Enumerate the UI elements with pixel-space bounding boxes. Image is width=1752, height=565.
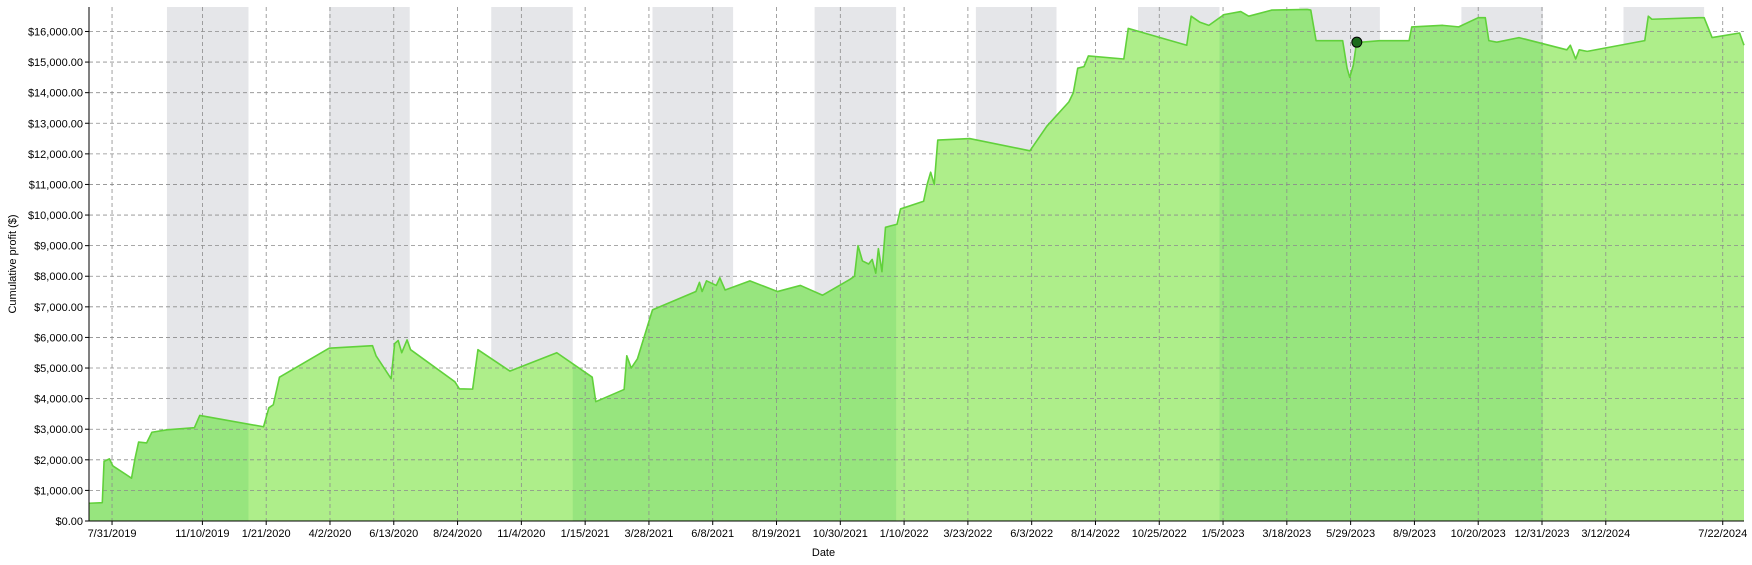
x-tick-label: 11/4/2020 [497, 528, 545, 540]
x-tick-label: 6/8/2021 [691, 528, 734, 540]
x-tick-label: 6/13/2020 [369, 528, 418, 540]
x-tick-label: 3/12/2024 [1581, 528, 1630, 540]
x-tick-label: 1/10/2022 [880, 528, 929, 540]
highlight-marker [1351, 36, 1363, 48]
x-tick-label: 3/18/2023 [1262, 528, 1311, 540]
x-tick-label: 1/21/2020 [242, 528, 291, 540]
x-tick-label: 11/10/2019 [175, 528, 229, 540]
x-tick-label: 1/15/2021 [561, 528, 610, 540]
y-tick-label: $7,000.00 [34, 302, 83, 314]
y-tick-label: $4,000.00 [34, 394, 83, 406]
x-tick-label: 7/22/2024 [1698, 528, 1747, 540]
x-tick-label: 4/2/2020 [309, 528, 352, 540]
x-tick-label: 8/24/2020 [433, 528, 482, 540]
y-tick-label: $1,000.00 [34, 485, 83, 497]
y-tick-label: $13,000.00 [28, 118, 83, 130]
y-tick-label: $15,000.00 [28, 57, 83, 69]
x-tick-label: 7/31/2019 [88, 528, 137, 540]
year-band [1219, 9, 1543, 521]
x-tick-label: 10/30/2021 [813, 528, 868, 540]
y-tick-label: $14,000.00 [28, 88, 83, 100]
x-tick-label: 8/14/2022 [1071, 528, 1120, 540]
y-tick-label: $10,000.00 [28, 210, 83, 222]
x-tick-labels: 7/31/2019 11/10/2019 1/21/2020 4/2/2020 6/13… [88, 528, 1748, 540]
y-axis-title: Cumulative profit ($) [7, 214, 19, 313]
x-tick-label: 8/9/2023 [1393, 528, 1436, 540]
x-tick-label: 3/23/2022 [943, 528, 992, 540]
x-tick-label: 5/29/2023 [1326, 528, 1375, 540]
y-tick-label: $6,000.00 [34, 332, 83, 344]
x-tick-label: 8/19/2021 [752, 528, 801, 540]
series-line-path [88, 8, 1745, 505]
y-tick-label: $12,000.00 [28, 149, 83, 161]
area-fill-base [89, 9, 1744, 521]
marker-layer [1351, 36, 1363, 48]
x-tick-label: 1/5/2023 [1202, 528, 1245, 540]
x-tick-label: 6/3/2022 [1010, 528, 1053, 540]
x-tick-label: 10/25/2022 [1132, 528, 1187, 540]
axes [85, 7, 1744, 525]
x-tick-label: 3/28/2021 [624, 528, 673, 540]
x-tick-label: 10/20/2023 [1451, 528, 1506, 540]
y-tick-label: $2,000.00 [34, 455, 83, 467]
gridlines [89, 7, 1744, 522]
y-tick-label: $9,000.00 [34, 241, 83, 253]
y-tick-label: $16,000.00 [28, 26, 83, 38]
y-tick-label: $8,000.00 [34, 271, 83, 283]
x-tick-label: 12/31/2023 [1514, 528, 1569, 540]
y-tick-label: $0.00 [55, 516, 83, 528]
y-tick-label: $5,000.00 [34, 363, 83, 375]
series-line [88, 8, 1745, 505]
x-axis-title: Date [812, 547, 835, 559]
y-tick-label: $3,000.00 [34, 424, 83, 436]
y-tick-label: $11,000.00 [29, 179, 83, 191]
y-tick-labels: $0.00 $1,000.00 $2,000.00 $3,000.00 $4,000.0… [28, 26, 83, 528]
